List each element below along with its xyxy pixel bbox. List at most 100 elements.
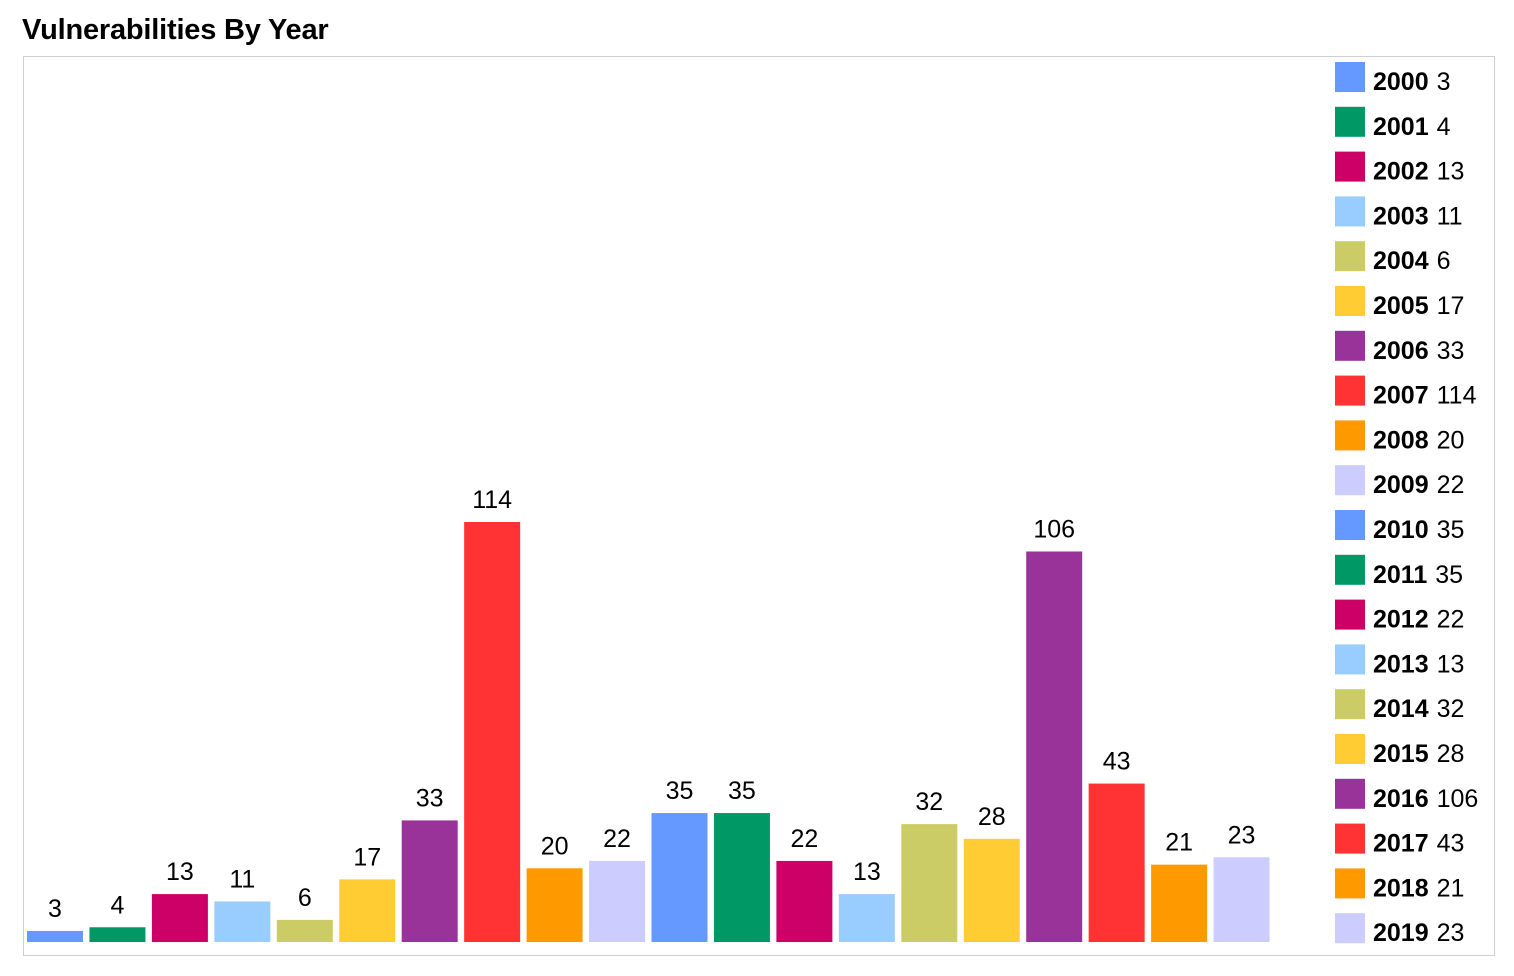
legend-item-2008: 2008 20 (1335, 420, 1464, 454)
bar-2015 (963, 838, 1020, 942)
legend-item-2001: 2001 4 (1335, 106, 1451, 141)
data-label-2008: 20 (541, 832, 569, 860)
legend-label-2007: 2007 114 (1373, 382, 1477, 410)
legend-value-2019: 23 (1437, 919, 1465, 947)
legend-year-2017: 2017 (1373, 830, 1429, 858)
bar-2014 (901, 824, 958, 942)
bar-2010 (651, 813, 708, 942)
legend-label-2017: 2017 43 (1373, 830, 1464, 858)
legend-swatch-2000 (1335, 62, 1365, 92)
bar-2016 (1026, 551, 1083, 942)
data-label-2003: 11 (229, 865, 255, 893)
legend-item-2003: 2003 11 (1335, 196, 1463, 230)
legend-value-2006: 33 (1437, 337, 1465, 365)
data-label-2007: 114 (472, 486, 512, 514)
bar-2009 (589, 860, 646, 942)
legend-swatch-2007 (1335, 375, 1365, 406)
legend-year-2014: 2014 (1373, 695, 1429, 723)
legend-item-2002: 2002 13 (1335, 151, 1465, 186)
legend-year-2011: 2011 (1373, 561, 1427, 589)
legend-item-2007: 2007 114 (1335, 375, 1477, 410)
legend-value-2015: 28 (1437, 740, 1465, 768)
data-label-2015: 28 (978, 803, 1006, 831)
legend-label-2011: 2011 35 (1373, 561, 1463, 589)
chart-title: Vulnerabilities By Year (22, 14, 329, 46)
legend-value-2002: 13 (1437, 158, 1465, 186)
chart-frame (23, 56, 1495, 956)
bar-2008 (526, 868, 583, 942)
legend-swatch-2008 (1335, 420, 1365, 451)
data-label-2000: 3 (48, 895, 62, 923)
bar-2002 (151, 894, 208, 942)
legend-item-2004: 2004 6 (1335, 241, 1451, 275)
legend-year-2005: 2005 (1373, 292, 1429, 320)
legend-value-2016: 106 (1437, 785, 1479, 813)
bar-2019 (1213, 857, 1270, 942)
legend-swatch-2001 (1335, 106, 1365, 137)
legend-label-2014: 2014 32 (1373, 695, 1464, 723)
legend-item-2018: 2018 21 (1335, 868, 1464, 902)
legend-value-2009: 22 (1437, 471, 1465, 499)
data-label-2016: 106 (1033, 515, 1075, 543)
legend-swatch-2017 (1335, 823, 1365, 854)
legend-value-2001: 4 (1437, 113, 1451, 141)
bars-layer (27, 522, 1270, 942)
legend-item-2009: 2009 22 (1335, 465, 1464, 499)
legend-year-2003: 2003 (1373, 202, 1429, 230)
bar-2005 (339, 879, 396, 942)
legend-value-2014: 32 (1437, 695, 1465, 723)
legend-item-2005: 2005 17 (1335, 286, 1464, 320)
legend-swatch-2012 (1335, 599, 1365, 630)
legend-label-2016: 2016 106 (1373, 785, 1478, 813)
legend-swatch-2005 (1335, 286, 1365, 316)
legend-item-2011: 2011 35 (1335, 554, 1463, 589)
legend-swatch-2019 (1335, 913, 1365, 944)
data-label-2009: 22 (603, 825, 631, 853)
legend-item-2000: 2000 3 (1335, 62, 1451, 96)
legend-label-2013: 2013 13 (1373, 650, 1464, 678)
bar-2018 (1151, 864, 1208, 942)
legend-value-2004: 6 (1437, 247, 1451, 275)
legend-value-2005: 17 (1437, 292, 1465, 320)
legend-swatch-2009 (1335, 465, 1365, 496)
legend-year-2006: 2006 (1373, 337, 1429, 365)
legend-swatch-2004 (1335, 241, 1365, 272)
data-label-2012: 22 (790, 825, 818, 853)
legend-year-2019: 2019 (1373, 919, 1429, 947)
legend-year-2010: 2010 (1373, 516, 1429, 544)
legend-item-2006: 2006 33 (1335, 330, 1464, 365)
legend-swatch-2015 (1335, 734, 1365, 764)
bar-2001 (89, 927, 146, 942)
legend-label-2019: 2019 23 (1373, 919, 1464, 947)
bar-2011 (713, 813, 770, 942)
legend-swatch-2013 (1335, 644, 1365, 675)
data-label-2013: 13 (853, 858, 881, 886)
legend-item-2012: 2012 22 (1335, 599, 1465, 634)
legend-value-2012: 22 (1437, 606, 1465, 634)
legend-item-2016: 2016 106 (1335, 778, 1478, 813)
legend-label-2000: 2000 3 (1373, 68, 1451, 96)
legend-value-2018: 21 (1437, 874, 1465, 902)
legend-label-2010: 2010 35 (1373, 516, 1464, 544)
legend-year-2013: 2013 (1373, 650, 1429, 678)
legend-label-2018: 2018 21 (1373, 874, 1464, 902)
legend-label-2006: 2006 33 (1373, 337, 1464, 365)
legend-value-2000: 3 (1437, 68, 1451, 96)
data-label-2011: 35 (728, 777, 756, 805)
legend-year-2015: 2015 (1373, 740, 1429, 768)
legend-value-2013: 13 (1437, 650, 1465, 678)
legend-item-2015: 2015 28 (1335, 734, 1464, 768)
legend-item-2014: 2014 32 (1335, 689, 1464, 723)
legend-year-2016: 2016 (1373, 785, 1429, 813)
data-label-2005: 17 (353, 843, 381, 871)
legend-swatch-2014 (1335, 689, 1365, 720)
legend-swatch-2010 (1335, 510, 1365, 540)
legend-value-2010: 35 (1437, 516, 1465, 544)
legend-item-2019: 2019 23 (1335, 913, 1464, 947)
data-label-2018: 21 (1165, 829, 1193, 857)
legend-year-2009: 2009 (1373, 471, 1429, 499)
legend-year-2018: 2018 (1373, 874, 1429, 902)
bar-2013 (838, 894, 895, 942)
